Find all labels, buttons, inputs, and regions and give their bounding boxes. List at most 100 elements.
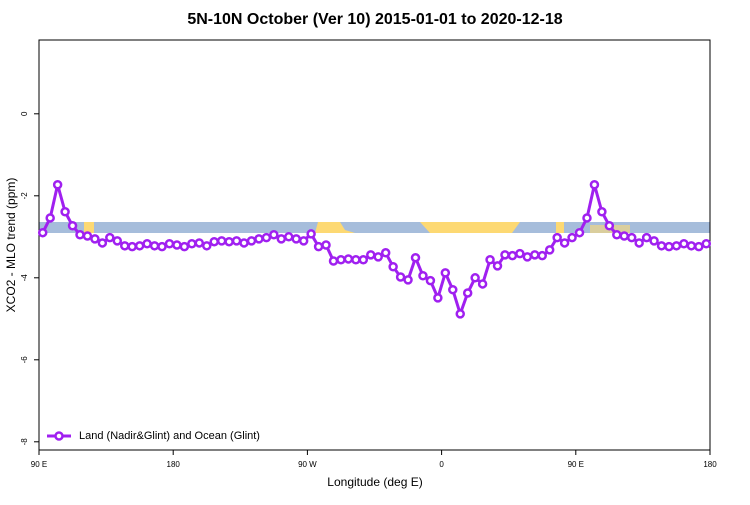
point: [559, 238, 570, 248]
point: [448, 284, 458, 295]
point: [373, 252, 383, 262]
y-tick-label: 0: [20, 111, 29, 116]
x-tick-label: 180: [703, 460, 717, 469]
land-patch: [420, 222, 520, 233]
point: [656, 241, 667, 251]
point: [619, 231, 630, 241]
point: [306, 229, 316, 239]
point: [567, 232, 577, 243]
point: [119, 241, 130, 251]
point: [216, 236, 227, 246]
point: [366, 250, 376, 260]
point: [127, 241, 137, 252]
y-axis-label: XCO2 - MLO trend (ppm): [4, 178, 18, 313]
point: [537, 250, 547, 261]
point: [522, 252, 533, 262]
point: [701, 239, 712, 249]
point: [582, 213, 592, 223]
point: [388, 261, 398, 272]
point: [313, 241, 324, 252]
point: [641, 232, 652, 243]
point: [410, 252, 421, 263]
point: [298, 236, 309, 246]
point: [492, 261, 503, 271]
point: [90, 234, 100, 244]
point: [164, 239, 175, 249]
point: [179, 241, 190, 252]
point: [142, 239, 152, 249]
point: [507, 250, 518, 261]
legend-marker: [54, 431, 64, 441]
ocean-band: [39, 222, 710, 233]
point: [246, 236, 257, 246]
point: [380, 248, 391, 258]
point: [530, 250, 540, 260]
point: [239, 238, 249, 248]
point: [75, 230, 85, 240]
point: [37, 227, 48, 238]
point: [202, 241, 212, 251]
point: [336, 255, 346, 265]
x-tick-label: 180: [167, 460, 181, 469]
point: [686, 241, 697, 251]
point: [440, 268, 451, 278]
point: [194, 238, 205, 248]
point: [671, 241, 682, 251]
point: [470, 273, 480, 283]
x-tick-label: 90 E: [31, 460, 47, 469]
point: [597, 207, 607, 217]
point: [544, 245, 555, 255]
land-patch: [84, 222, 94, 233]
point: [574, 227, 585, 238]
chart-title: 5N-10N October (Ver 10) 2015-01-01 to 20…: [187, 11, 562, 28]
point: [284, 232, 294, 242]
point: [269, 230, 279, 240]
land-patch: [556, 222, 564, 233]
point: [612, 230, 622, 240]
point: [157, 241, 167, 252]
point: [664, 241, 674, 252]
point: [634, 238, 644, 248]
point: [679, 239, 689, 249]
point: [626, 232, 637, 243]
point: [425, 275, 436, 286]
point: [604, 220, 615, 231]
point: [649, 236, 659, 246]
point: [149, 241, 160, 251]
point: [477, 279, 488, 289]
x-axis-label: Longitude (deg E): [327, 475, 422, 489]
x-tick-label: 90 W: [298, 460, 317, 469]
y-tick-label: -4: [20, 274, 29, 282]
point: [328, 256, 339, 266]
point: [112, 236, 123, 246]
point: [351, 255, 361, 265]
land-patch: [315, 222, 355, 233]
point: [462, 288, 473, 298]
point: [403, 275, 413, 285]
point: [455, 309, 465, 319]
point: [97, 238, 108, 248]
y-tick-label: -6: [20, 356, 29, 364]
point: [67, 220, 78, 231]
point: [187, 239, 197, 249]
point: [418, 271, 428, 281]
point: [209, 236, 219, 247]
y-tick-label: -2: [20, 192, 29, 200]
point: [105, 232, 115, 243]
point: [515, 248, 525, 259]
point: [52, 179, 63, 190]
point: [224, 236, 234, 247]
point: [134, 241, 145, 251]
legend-label: Land (Nadir&Glint) and Ocean (Glint): [79, 430, 260, 442]
x-tick-label: 90 E: [568, 460, 584, 469]
point: [60, 207, 70, 217]
x-tick-label: 0: [439, 460, 444, 469]
point: [291, 234, 301, 244]
point: [343, 254, 354, 264]
point: [45, 213, 55, 223]
point: [395, 272, 406, 282]
point: [589, 179, 600, 190]
point: [485, 255, 495, 265]
point: [433, 293, 443, 303]
